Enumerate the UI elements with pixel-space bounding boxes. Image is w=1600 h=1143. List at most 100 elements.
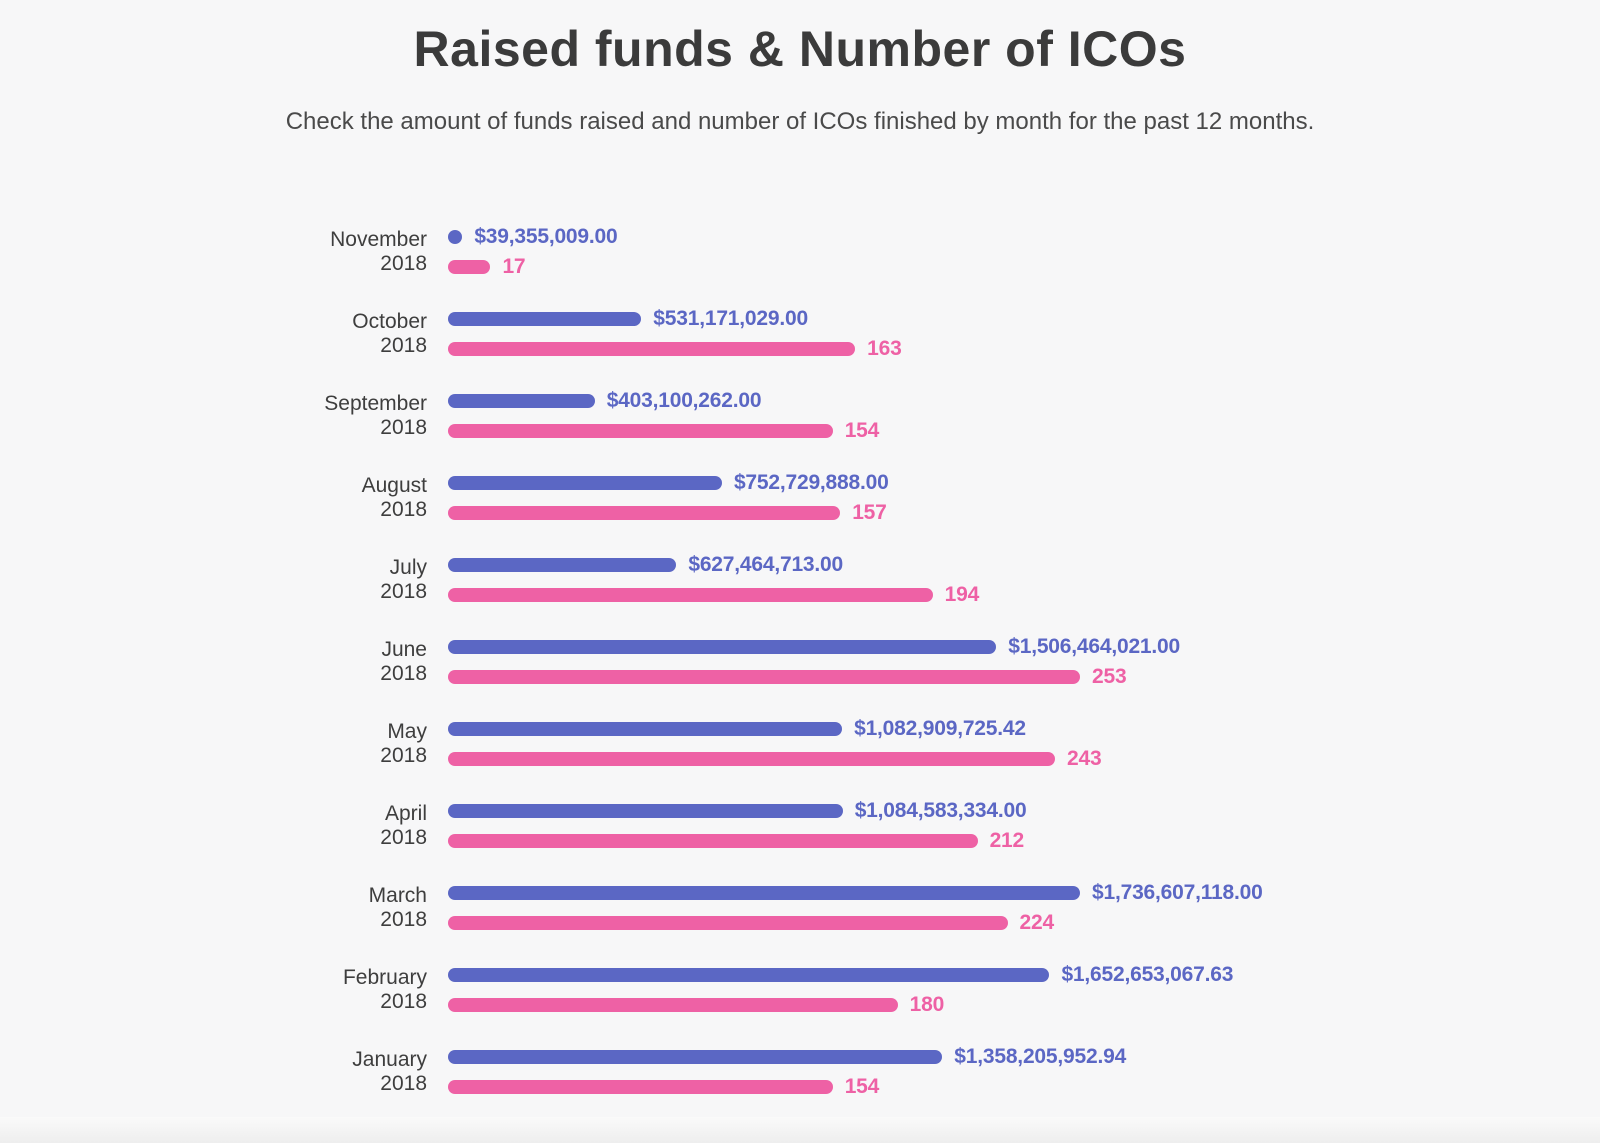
icos-bar-line: 253 [448,662,1600,692]
icos-bar [448,260,491,274]
month-label: July 2018 [0,556,427,604]
icos-bar-line: 157 [448,498,1600,528]
month-name: September [324,392,427,415]
month-row: May 2018 $1,082,909,725.42 243 [0,714,1600,774]
funds-bar-line: $627,464,713.00 [448,550,1600,580]
month-year: 2018 [380,334,427,357]
month-year: 2018 [380,908,427,931]
funds-bar [448,1050,943,1064]
icos-value-label: 154 [844,1075,880,1098]
month-name: July [389,556,427,579]
month-bars: $39,355,009.00 17 [448,222,1600,282]
month-bars: $627,464,713.00 194 [448,550,1600,610]
icos-bar-line: 17 [448,252,1600,282]
month-bars: $1,084,583,334.00 212 [448,796,1600,856]
month-year: 2018 [380,990,427,1013]
month-label: January 2018 [0,1048,427,1096]
month-bars: $1,506,464,021.00 253 [448,632,1600,692]
funds-value-label: $531,171,029.00 [653,307,808,330]
month-name: October [352,310,427,333]
icos-value-label: 224 [1019,911,1055,934]
icos-bar [448,1080,833,1094]
funds-value-label: $752,729,888.00 [733,471,889,494]
funds-bar-line: $531,171,029.00 [448,304,1600,334]
funds-bar-line: $752,729,888.00 [448,468,1600,498]
month-name: January [352,1048,427,1071]
month-row: March 2018 $1,736,607,118.00 224 [0,878,1600,938]
icos-bar [448,916,1008,930]
funds-bar-line: $39,355,009.00 [448,222,1600,252]
icos-value-label: 253 [1092,665,1127,688]
month-bars: $752,729,888.00 157 [448,468,1600,528]
funds-bar [448,394,595,408]
icos-bar [448,998,898,1012]
month-row: September 2018 $403,100,262.00 154 [0,386,1600,446]
icos-bar-line: 224 [448,908,1600,938]
icos-value-label: 157 [852,501,887,524]
funds-bar-line: $1,736,607,118.00 [448,878,1600,908]
chart-title: Raised funds & Number of ICOs [413,21,1187,77]
icos-bar [448,752,1056,766]
month-row: October 2018 $531,171,029.00 163 [0,304,1600,364]
icos-value-label: 154 [844,419,880,442]
month-name: June [381,638,427,661]
funds-value-label: $627,464,713.00 [688,553,843,576]
month-bars: $403,100,262.00 154 [448,386,1600,446]
icos-bar-line: 194 [448,580,1600,610]
funds-bar-line: $1,082,909,725.42 [448,714,1600,744]
month-name: November [330,228,427,251]
month-year: 2018 [380,416,427,439]
month-bars: $1,082,909,725.42 243 [448,714,1600,774]
funds-value-label: $1,082,909,725.42 [854,717,1026,740]
funds-bar [448,558,677,572]
funds-bar-line: $1,652,653,067.63 [448,960,1600,990]
month-year: 2018 [380,826,427,849]
chart-header: Raised funds & Number of ICOs Check the … [0,0,1600,136]
funds-bar [448,476,722,490]
funds-value-label: $39,355,009.00 [474,225,618,248]
month-bars: $1,358,205,952.94 154 [448,1042,1600,1102]
month-row: January 2018 $1,358,205,952.94 154 [0,1042,1600,1102]
month-name: February [342,966,427,989]
icos-bar-line: 180 [448,990,1600,1020]
funds-bar [448,230,463,244]
month-year: 2018 [380,744,427,767]
icos-bar [448,424,833,438]
month-label: October 2018 [0,310,427,358]
icos-bar [448,342,856,356]
chart-subtitle: Check the amount of funds raised and num… [285,108,1315,135]
icos-bar-line: 163 [448,334,1600,364]
month-label: March 2018 [0,884,427,932]
funds-bar [448,722,843,736]
chart-rows: November 2018 $39,355,009.00 17 October … [0,222,1600,1102]
icos-bar [448,506,841,520]
month-label: June 2018 [0,638,427,686]
month-name: August [361,474,427,497]
month-year: 2018 [380,580,427,603]
month-label: May 2018 [0,720,427,768]
icos-bar-line: 154 [448,416,1600,446]
icos-value-label: 243 [1067,747,1102,770]
month-label: August 2018 [0,474,427,522]
funds-value-label: $1,506,464,021.00 [1008,635,1181,658]
month-name: April [384,802,427,825]
month-row: June 2018 $1,506,464,021.00 253 [0,632,1600,692]
month-year: 2018 [380,498,427,521]
month-row: August 2018 $752,729,888.00 157 [0,468,1600,528]
icos-bar-line: 243 [448,744,1600,774]
month-row: November 2018 $39,355,009.00 17 [0,222,1600,282]
funds-value-label: $1,652,653,067.63 [1061,963,1234,986]
funds-value-label: $403,100,262.00 [606,389,762,412]
month-label: April 2018 [0,802,427,850]
icos-value-label: 180 [909,993,945,1016]
funds-bar [448,640,997,654]
icos-value-label: 17 [502,255,526,278]
month-year: 2018 [380,252,427,275]
month-bars: $1,652,653,067.63 180 [448,960,1600,1020]
month-name: March [368,884,427,907]
icos-bar [448,834,978,848]
funds-bar [448,804,843,818]
icos-bar [448,670,1080,684]
month-bars: $531,171,029.00 163 [448,304,1600,364]
